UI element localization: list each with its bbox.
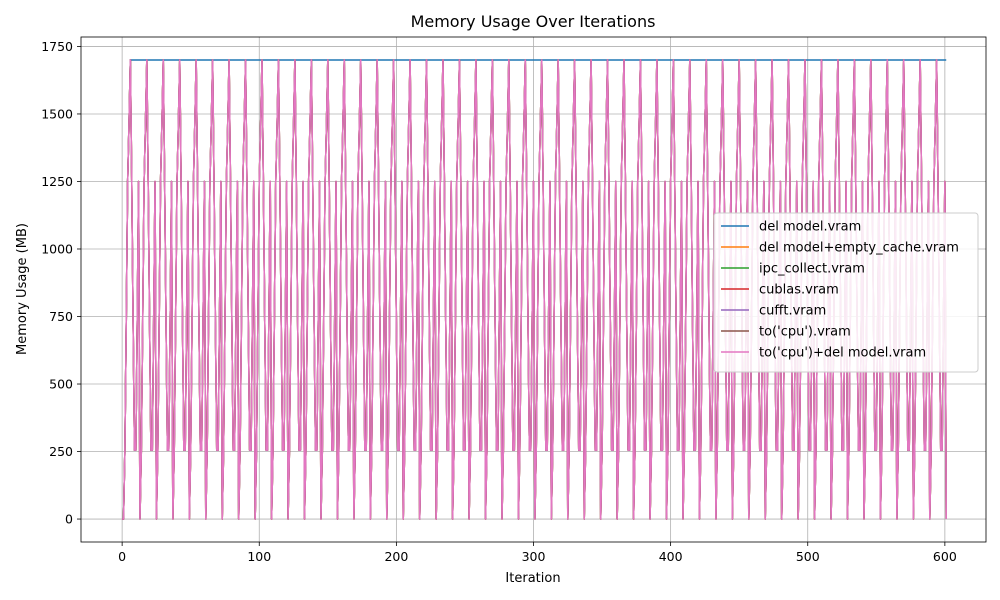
legend-box [713,212,979,373]
x-tick-label: 300 [522,549,546,564]
x-tick-label: 0 [118,549,126,564]
y-tick-label: 0 [65,512,73,527]
x-tick-label: 100 [247,549,271,564]
y-tick-label: 1750 [41,39,73,54]
legend-label: to('cpu').vram [759,325,851,340]
x-tick-label: 400 [659,549,683,564]
y-tick-label: 500 [49,377,73,392]
legend-label: cublas.vram [759,283,839,298]
axis-ticks: 0 100 200 300 400 500 600 0 250 500 750 1000 1250 150… [41,39,957,564]
y-tick-label: 1000 [41,241,73,256]
y-tick-label: 250 [49,444,73,459]
y-axis-label: Memory Usage (MB) [15,223,30,355]
legend-label: to('cpu')+del model.vram [759,346,926,361]
legend: del model.vram del model+empty_cache.vram… [713,212,979,373]
y-tick-label: 750 [49,309,73,324]
chart-title: Memory Usage Over Iterations [411,12,656,31]
x-tick-label: 500 [796,549,820,564]
series-lines [122,59,947,520]
legend-label: del model+empty_cache.vram [759,241,959,256]
legend-label: cufft.vram [759,304,826,319]
y-tick-label: 1250 [41,174,73,189]
series-line-6 [122,59,947,520]
x-tick-label: 200 [384,549,408,564]
legend-label: del model.vram [759,220,861,235]
y-tick-label: 1500 [41,106,73,121]
x-axis-label: Iteration [505,571,560,586]
legend-label: ipc_collect.vram [759,262,865,277]
x-tick-label: 600 [933,549,957,564]
